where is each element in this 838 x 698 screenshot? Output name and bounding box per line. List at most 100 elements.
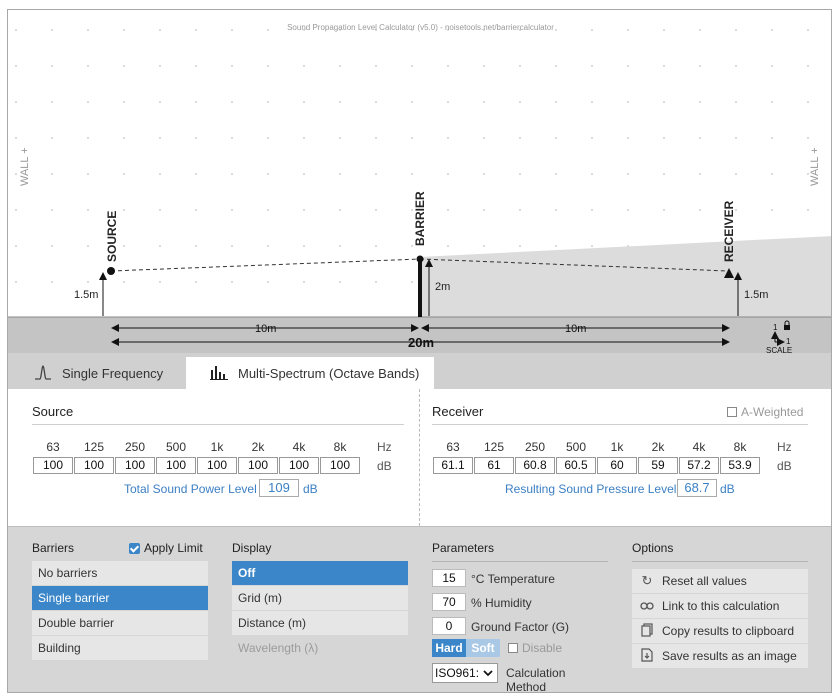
ground-disable-toggle[interactable]: Disable — [508, 641, 562, 655]
receiver-freq-label-1: 125 — [483, 440, 505, 454]
receiver-freq-label-3: 500 — [565, 440, 587, 454]
ground-factor-input[interactable]: 0 — [432, 617, 466, 635]
temperature-label: °C Temperature — [471, 572, 555, 586]
barrier-label: BARRIER — [413, 191, 427, 246]
source-level-input-6[interactable]: 100 — [279, 457, 319, 474]
receiver-value-unit: dB — [777, 459, 792, 473]
ground-disable-checkbox[interactable] — [508, 643, 518, 653]
receiver-freq-label-7: 8k — [733, 440, 747, 454]
source-total-unit: dB — [303, 482, 318, 496]
source-freq-label-1: 125 — [83, 440, 105, 454]
receiver-freq-label-0: 63 — [446, 440, 460, 454]
copy-button[interactable]: Copy results to clipboard — [632, 619, 808, 643]
temperature-input[interactable]: 15 — [432, 569, 466, 587]
receiver-icon — [724, 268, 734, 278]
calculation-method-label: Calculation Method — [506, 666, 566, 693]
link-button[interactable]: Link to this calculation — [632, 594, 808, 618]
humidity-label: % Humidity — [471, 596, 532, 610]
link-label: Link to this calculation — [662, 599, 780, 613]
source-total-value: 109 — [259, 479, 299, 497]
copy-icon — [632, 622, 662, 640]
display-option-off[interactable]: Off — [232, 561, 408, 585]
source-total-label: Total Sound Power Level — [124, 482, 257, 496]
parameters-title: Parameters — [432, 541, 495, 555]
svg-text:1: 1 — [786, 337, 791, 346]
source-freq-label-7: 8k — [333, 440, 347, 454]
source-level-input-3[interactable]: 100 — [156, 457, 196, 474]
ground-hard-button[interactable]: Hard — [432, 639, 466, 657]
calculator-frame: WALL + WALL + SOURCE 1.5m BARRIER 2m REC… — [7, 9, 832, 693]
receiver-level-output-5: 59 — [638, 457, 678, 474]
options-section: Options ↻ Reset all values Link to this … — [632, 527, 808, 687]
bar-chart-icon — [210, 364, 228, 383]
tab-multi-spectrum[interactable]: Multi-Spectrum (Octave Bands) — [186, 357, 434, 389]
receiver-label: RECEIVER — [722, 200, 736, 262]
link-icon — [632, 599, 662, 614]
apply-limit-toggle[interactable]: Apply Limit — [129, 541, 203, 555]
apply-limit-checkbox[interactable] — [129, 542, 140, 554]
source-level-input-1[interactable]: 100 — [74, 457, 114, 474]
receiver-height-label: 1.5m — [744, 289, 768, 301]
mode-tabbar: Single Frequency Multi-Spectrum (Octave … — [8, 353, 831, 389]
dist-left-label: 10m — [255, 323, 276, 335]
barriers-title: Barriers — [32, 541, 75, 555]
receiver-level-output-7: 53.9 — [720, 457, 760, 474]
receiver-freq-label-2: 250 — [524, 440, 546, 454]
source-level-input-5[interactable]: 100 — [238, 457, 278, 474]
panel-divider — [419, 389, 420, 526]
dist-right-label: 10m — [565, 323, 586, 335]
settings-panel: Barriers Apply Limit No barriers Single … — [8, 526, 831, 693]
humidity-input[interactable]: 70 — [432, 593, 466, 611]
receiver-level-output-0: 61.1 — [433, 457, 473, 474]
barrier-option-single[interactable]: Single barrier — [32, 586, 208, 610]
source-level-input-0[interactable]: 100 — [33, 457, 73, 474]
barrier-top-icon — [416, 255, 424, 263]
receiver-freq-label-5: 2k — [651, 440, 665, 454]
spectrum-panel: Source 63 125 250 500 1k 2k 4k 8k Hz 100 100 100 1… — [8, 389, 831, 526]
scale-widget: 1 1 SCALE — [766, 320, 792, 355]
receiver-freq-label-6: 4k — [692, 440, 706, 454]
a-weighted-checkbox[interactable] — [727, 407, 737, 417]
shadow-zone — [420, 236, 831, 317]
source-title: Source — [32, 404, 74, 419]
copy-label: Copy results to clipboard — [662, 624, 795, 638]
receiver-freq-label-4: 1k — [610, 440, 624, 454]
receiver-level-output-3: 60.5 — [556, 457, 596, 474]
source-freq-label-6: 4k — [292, 440, 306, 454]
barrier-option-building[interactable]: Building — [32, 636, 208, 660]
tab-label: Multi-Spectrum (Octave Bands) — [238, 365, 420, 381]
source-freq-label-2: 250 — [124, 440, 146, 454]
lock-icon — [784, 325, 790, 330]
ground-soft-button[interactable]: Soft — [466, 639, 500, 657]
source-label: SOURCE — [105, 211, 119, 262]
source-level-input-4[interactable]: 100 — [197, 457, 237, 474]
source-freq-label-4: 1k — [210, 440, 224, 454]
calculation-method-value: ISO961: — [435, 666, 480, 680]
receiver-title: Receiver — [432, 404, 484, 419]
display-section: Display Off Grid (m) Distance (m) Wavele… — [232, 527, 408, 687]
reset-button[interactable]: ↻ Reset all values — [632, 569, 808, 593]
receiver-freq-unit: Hz — [777, 440, 792, 454]
options-title: Options — [632, 541, 674, 555]
a-weighted-toggle[interactable]: A-Weighted — [727, 405, 803, 419]
source-level-input-7[interactable]: 100 — [320, 457, 360, 474]
calculation-method-select[interactable]: ISO961: — [432, 663, 498, 683]
ray-source-barrier — [110, 258, 421, 272]
display-option-distance[interactable]: Distance (m) — [232, 611, 408, 635]
source-level-input-2[interactable]: 100 — [115, 457, 155, 474]
display-option-grid[interactable]: Grid (m) — [232, 586, 408, 610]
tab-single-frequency[interactable]: Single Frequency — [34, 357, 184, 389]
svg-text:1: 1 — [773, 323, 778, 332]
scene-canvas[interactable]: WALL + WALL + SOURCE 1.5m BARRIER 2m REC… — [8, 10, 831, 360]
barrier-height-label: 2m — [435, 281, 450, 293]
display-title: Display — [232, 541, 272, 555]
receiver-level-output-4: 60 — [597, 457, 637, 474]
save-image-icon — [632, 647, 662, 665]
barrier-option-double[interactable]: Double barrier — [32, 611, 208, 635]
display-option-wavelength[interactable]: Wavelength (λ) — [232, 636, 408, 660]
save-image-button[interactable]: Save results as an image — [632, 644, 808, 668]
receiver-total-unit: dB — [720, 482, 735, 496]
barrier-option-none[interactable]: No barriers — [32, 561, 208, 585]
single-frequency-icon — [34, 363, 52, 384]
wall-left-label: WALL + — [19, 147, 31, 186]
